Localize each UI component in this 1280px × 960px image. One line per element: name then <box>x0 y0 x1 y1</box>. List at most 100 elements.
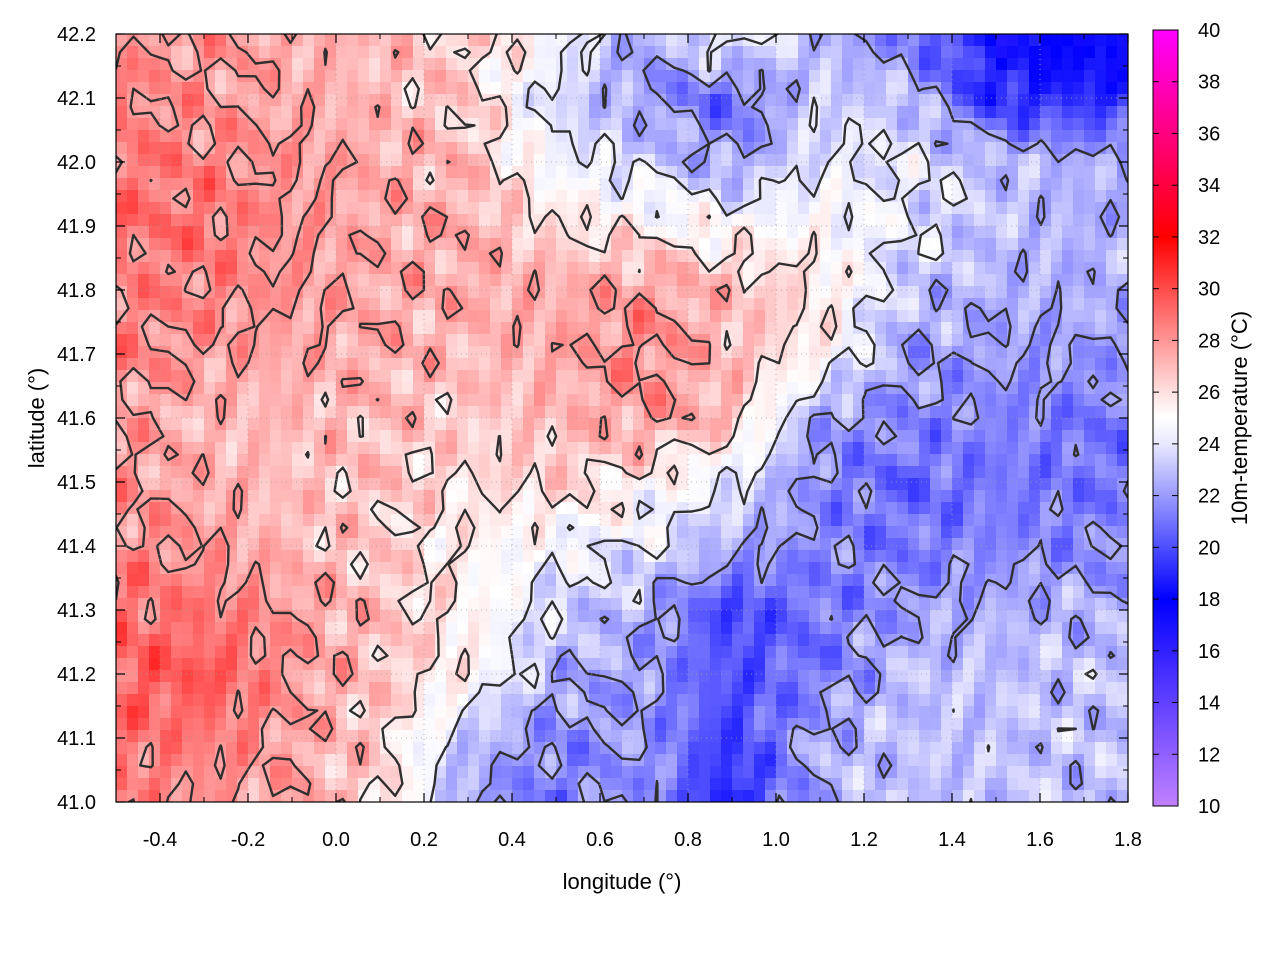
heatmap-cell <box>886 574 898 587</box>
heatmap-cell <box>501 178 513 191</box>
heatmap-cell <box>347 370 359 383</box>
heatmap-cell <box>160 250 172 263</box>
heatmap-cell <box>391 358 403 371</box>
heatmap-cell <box>963 526 975 539</box>
heatmap-cell <box>358 142 370 155</box>
heatmap-cell <box>1117 598 1128 611</box>
heatmap-cell <box>996 106 1008 119</box>
heatmap-cell <box>930 262 942 275</box>
heatmap-cell <box>1095 334 1107 347</box>
heatmap-cell <box>369 94 381 107</box>
heatmap-cell <box>677 226 689 239</box>
heatmap-cell <box>853 94 865 107</box>
heatmap-cell <box>611 154 623 167</box>
heatmap-cell <box>336 502 348 515</box>
heatmap-cell <box>1040 286 1052 299</box>
heatmap-cell <box>853 622 865 635</box>
heatmap-cell <box>303 250 315 263</box>
heatmap-cell <box>160 574 172 587</box>
heatmap-cell <box>952 418 964 431</box>
heatmap-cell <box>589 274 601 287</box>
heatmap-cell <box>666 658 678 671</box>
heatmap-cell <box>578 454 590 467</box>
heatmap-cell <box>1029 70 1041 83</box>
heatmap-cell <box>501 142 513 155</box>
heatmap-cell <box>765 622 777 635</box>
heatmap-cell <box>501 634 513 647</box>
heatmap-cell <box>864 514 876 527</box>
heatmap-cell <box>897 286 909 299</box>
heatmap-cell <box>270 178 282 191</box>
heatmap-cell <box>138 142 150 155</box>
heatmap-cell <box>1062 322 1074 335</box>
heatmap-cell <box>842 82 854 95</box>
heatmap-cell <box>930 610 942 623</box>
heatmap-cell <box>1007 586 1019 599</box>
heatmap-cell <box>732 658 744 671</box>
heatmap-cell <box>809 70 821 83</box>
heatmap-cell <box>303 142 315 155</box>
heatmap-cell <box>930 658 942 671</box>
heatmap-cell <box>831 610 843 623</box>
heatmap-cell <box>1040 478 1052 491</box>
heatmap-cell <box>314 310 326 323</box>
heatmap-cell <box>138 286 150 299</box>
heatmap-cell <box>644 598 656 611</box>
heatmap-cell <box>644 394 656 407</box>
heatmap-cell <box>699 334 711 347</box>
heatmap-cell <box>732 406 744 419</box>
heatmap-cell <box>226 418 238 431</box>
heatmap-cell <box>589 598 601 611</box>
heatmap-cell <box>369 682 381 695</box>
heatmap-cell <box>787 406 799 419</box>
heatmap-cell <box>820 550 832 563</box>
heatmap-cell <box>1117 262 1128 275</box>
heatmap-cell <box>853 130 865 143</box>
heatmap-cell <box>160 202 172 215</box>
heatmap-cell <box>666 394 678 407</box>
heatmap-cell <box>237 442 249 455</box>
heatmap-cell <box>732 70 744 83</box>
heatmap-cell <box>831 346 843 359</box>
heatmap-cell <box>523 526 535 539</box>
heatmap-cell <box>974 142 986 155</box>
heatmap-cell <box>578 478 590 491</box>
heatmap-cell <box>699 586 711 599</box>
heatmap-cell <box>842 406 854 419</box>
heatmap-cell <box>930 118 942 131</box>
heatmap-cell <box>501 202 513 215</box>
heatmap-cell <box>1029 562 1041 575</box>
heatmap-cell <box>919 46 931 59</box>
heatmap-cell <box>1051 370 1063 383</box>
heatmap-cell <box>567 418 579 431</box>
heatmap-cell <box>985 238 997 251</box>
heatmap-cell <box>160 622 172 635</box>
heatmap-cell <box>149 538 161 551</box>
heatmap-cell <box>424 346 436 359</box>
heatmap-cell <box>127 418 139 431</box>
heatmap-cell <box>457 322 469 335</box>
heatmap-cell <box>1106 214 1118 227</box>
heatmap-cell <box>292 298 304 311</box>
heatmap-cell <box>138 562 150 575</box>
heatmap-cell <box>589 370 601 383</box>
heatmap-cell <box>402 190 414 203</box>
heatmap-cell <box>1018 70 1030 83</box>
heatmap-cell <box>193 46 205 59</box>
heatmap-cell <box>677 274 689 287</box>
heatmap-cell <box>1029 310 1041 323</box>
heatmap-cell <box>1018 166 1030 179</box>
heatmap-cell <box>237 646 249 659</box>
heatmap-cell <box>974 478 986 491</box>
heatmap-cell <box>1029 514 1041 527</box>
heatmap-cell <box>138 202 150 215</box>
heatmap-cell <box>688 274 700 287</box>
heatmap-cell <box>1073 634 1085 647</box>
heatmap-cell <box>853 82 865 95</box>
heatmap-cell <box>787 58 799 71</box>
heatmap-cell <box>820 46 832 59</box>
heatmap-cell <box>347 550 359 563</box>
heatmap-cell <box>226 322 238 335</box>
heatmap-cell <box>380 238 392 251</box>
heatmap-cell <box>1084 274 1096 287</box>
